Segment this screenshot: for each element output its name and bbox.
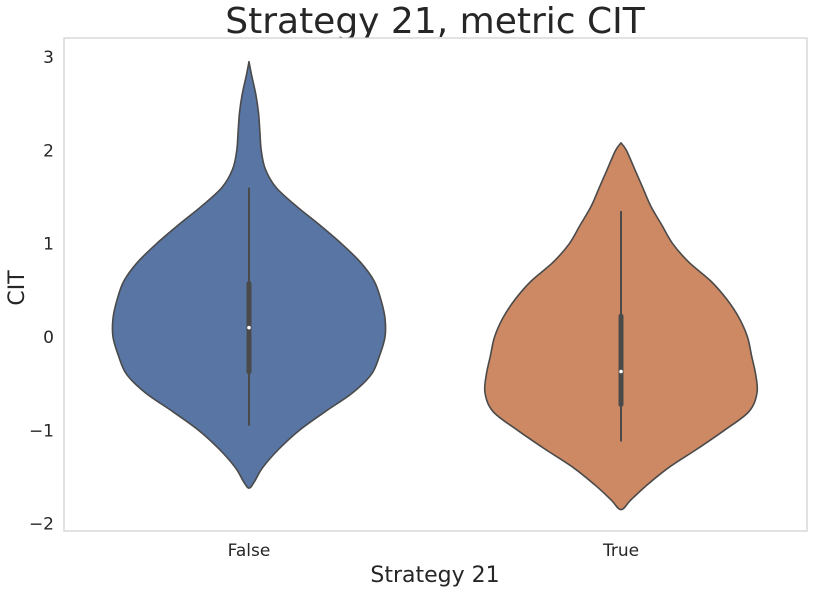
y-tick-label: −1	[29, 421, 54, 441]
median-point-true	[619, 369, 623, 374]
x-tick-label-true: True	[602, 541, 639, 561]
y-tick-label: 0	[43, 328, 54, 348]
violin-true	[483, 142, 759, 511]
y-axis-label: CIT	[5, 270, 30, 306]
x-tick-label-false: False	[228, 541, 271, 561]
violins-layer	[111, 60, 759, 511]
median-point-false	[247, 325, 251, 330]
violin-false	[111, 60, 387, 489]
y-tick-label: −2	[29, 515, 54, 535]
tick-labels-layer: 3 2 1 0 −1 −2 False True	[29, 48, 639, 561]
y-tick-label: 2	[43, 141, 54, 161]
x-axis-label: Strategy 21	[370, 563, 499, 588]
chart-title: Strategy 21, metric CIT	[225, 1, 646, 42]
iqr-box-true	[618, 313, 624, 407]
y-tick-label: 3	[43, 48, 54, 68]
y-tick-label: 1	[43, 235, 54, 255]
